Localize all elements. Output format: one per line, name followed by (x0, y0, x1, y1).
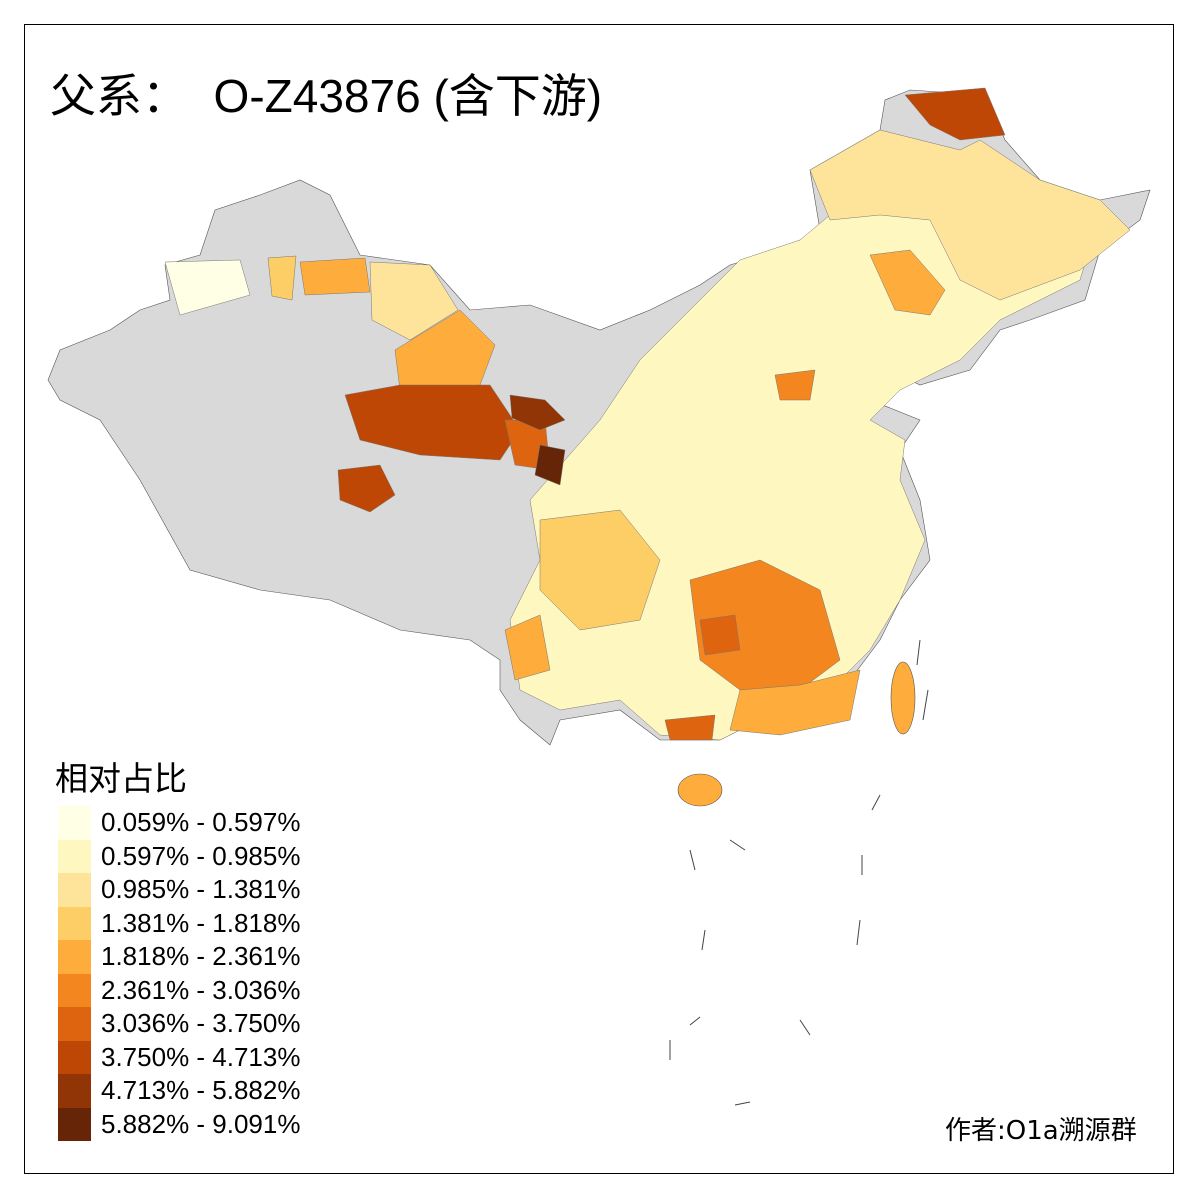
region-qinghai-darkest (534, 444, 566, 486)
legend-swatch (58, 839, 91, 873)
legend-label: 4.713% - 5.882% (101, 1075, 301, 1106)
region-yunnan-patch (504, 614, 551, 681)
legend-label: 3.036% - 3.750% (101, 1008, 301, 1039)
region-qinghai (344, 384, 521, 461)
legend: 0.059% - 0.597% 0.597% - 0.985% 0.985% - 1… (58, 806, 300, 1141)
legend-swatch (58, 1074, 91, 1108)
legend-label: 0.985% - 1.381% (101, 874, 301, 905)
south-china-sea-islands (669, 639, 929, 1106)
legend-item: 0.985% - 1.381% (58, 873, 300, 907)
legend-label: 0.059% - 0.597% (101, 807, 301, 838)
legend-swatch (58, 906, 91, 940)
legend-label: 2.361% - 3.036% (101, 974, 301, 1005)
region-taiwan (890, 661, 916, 735)
region-xinjiang-north-2 (267, 255, 297, 301)
region-east-pale (509, 189, 1101, 741)
legend-item: 1.818% - 2.361% (58, 940, 300, 974)
region-xinjiang-north-1 (299, 257, 371, 296)
legend-label: 1.818% - 2.361% (101, 941, 301, 972)
legend-label: 5.882% - 9.091% (101, 1108, 301, 1139)
region-inner-mongolia (869, 249, 946, 316)
legend-swatch (58, 806, 91, 840)
region-central-dark (699, 614, 741, 656)
legend-swatch (58, 1107, 91, 1141)
legend-item: 3.036% - 3.750% (58, 1007, 300, 1041)
region-xinjiang-east (369, 261, 459, 341)
legend-item: 0.059% - 0.597% (58, 806, 300, 840)
region-gansu (394, 309, 496, 391)
region-tibet (337, 464, 396, 513)
legend-label: 1.381% - 1.818% (101, 907, 301, 938)
region-sichuan (539, 509, 661, 631)
region-xinjiang-north-3 (164, 259, 251, 316)
legend-label: 3.750% - 4.713% (101, 1041, 301, 1072)
legend-item: 1.381% - 1.818% (58, 906, 301, 940)
map-title: 父系： O-Z43876 (含下游) (50, 70, 603, 122)
legend-swatch (58, 1007, 91, 1041)
region-northeast-light (809, 129, 1131, 301)
legend-title: 相对占比 (55, 759, 187, 798)
legend-item: 2.361% - 3.036% (58, 973, 301, 1007)
legend-swatch (58, 873, 91, 907)
region-shanxi-patch (774, 369, 816, 401)
legend-item: 5.882% - 9.091% (58, 1107, 301, 1141)
region-hunan-jiangxi (689, 559, 841, 691)
region-guangxi-dark (664, 714, 716, 741)
legend-item: 4.713% - 5.882% (58, 1074, 300, 1108)
legend-swatch (58, 940, 91, 974)
legend-item: 3.750% - 4.713% (58, 1040, 301, 1074)
author-credit: 作者:O1a溯源群 (945, 1116, 1137, 1146)
legend-label: 0.597% - 0.985% (101, 840, 301, 871)
legend-swatch (58, 973, 91, 1007)
legend-item: 0.597% - 0.985% (58, 839, 301, 873)
map-frame (24, 24, 1174, 1174)
region-hainan (677, 773, 723, 807)
region-northeast-dark (904, 87, 1006, 141)
legend-swatch (58, 1040, 91, 1074)
region-guangdong (729, 669, 861, 736)
region-qinghai-dark (509, 394, 566, 431)
